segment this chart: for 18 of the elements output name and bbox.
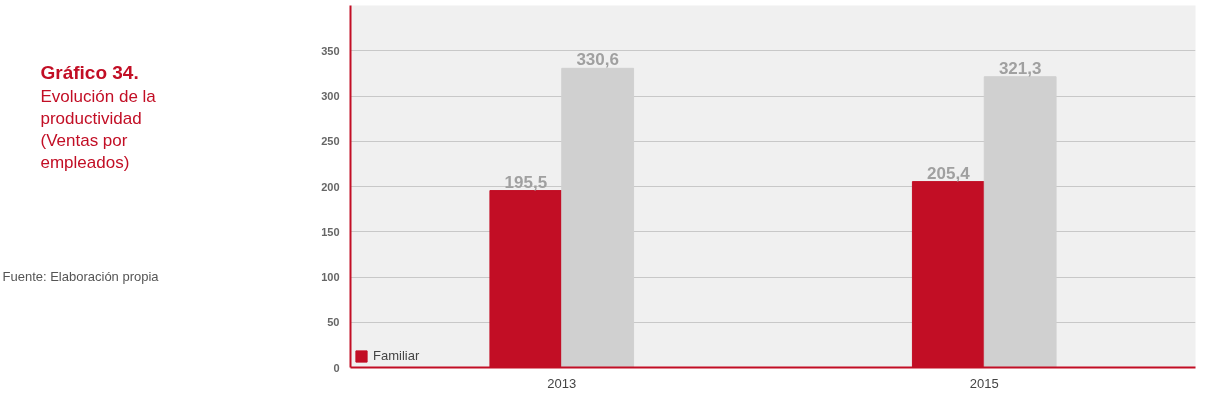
text: Evolución de la productividad (Ventas por empleados) [40,87,157,172]
x-tick-label: 2013 [547,375,577,391]
y-tick-label: 150 [321,225,340,238]
y-tick-label: 350 [321,44,340,57]
y-tick-label: 0 [333,361,340,374]
x-tick-label: 2015 [969,375,999,391]
legend-label: Familiar [373,348,420,363]
source-note: Fuente: Elaboración propia [2,269,160,285]
y-tick-label: 100 [321,271,340,283]
text: Gráfico 34. [40,61,139,83]
y-tick-label: 200 [321,180,340,193]
data-label: 330,6 [576,50,619,70]
y-tick-label: 300 [321,90,340,102]
data-label: 195,5 [504,172,548,192]
y-tick-label: 50 [327,316,340,329]
data-label: 205,4 [927,163,971,183]
y-tick-label: 250 [321,135,340,148]
data-label: 321,3 [998,58,1042,78]
